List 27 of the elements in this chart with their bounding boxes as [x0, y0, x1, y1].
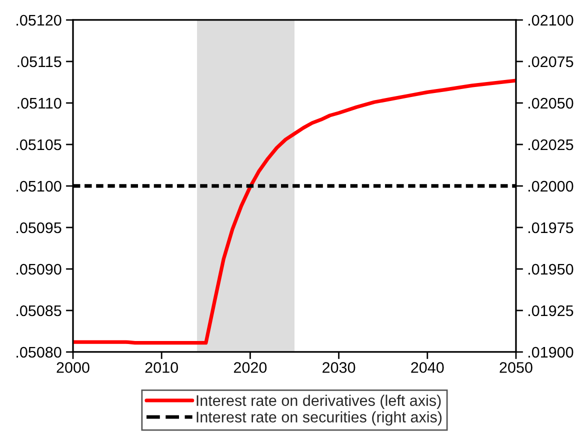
y-tick-label: .05085: [16, 305, 62, 316]
y-tick-label: .05080: [16, 346, 62, 358]
y2-tick-label: .01925: [528, 305, 574, 316]
x-tick-label: 2020: [234, 362, 267, 373]
y-tick-label: .05100: [16, 180, 62, 192]
x-tick-label: 2010: [145, 362, 178, 373]
y2-tick-label: .02025: [528, 139, 574, 150]
y-tick-label: .05095: [16, 222, 62, 234]
x-tick-label: 2000: [56, 362, 90, 373]
y2-tick-label: .02075: [528, 56, 574, 68]
legend-label: Interest rate on derivatives (left axis): [196, 394, 441, 409]
y2-tick-label: .02050: [528, 98, 574, 109]
y2-tick-label: .01975: [528, 222, 574, 234]
y-tick-label: .05120: [16, 14, 62, 26]
legend-label: Interest rate on securities (right axis): [196, 411, 442, 426]
x-tick-label: 2030: [322, 362, 356, 373]
y-tick-label: .05090: [16, 264, 62, 275]
x-tick-label: 2040: [411, 362, 444, 373]
y-tick-label: .05115: [18, 56, 62, 68]
y2-tick-label: .02100: [528, 14, 574, 26]
y-tick-label: .05105: [16, 139, 62, 150]
y-tick-label: .05110: [18, 98, 62, 109]
y2-tick-label: .02000: [528, 180, 574, 192]
x-tick-label: 2050: [500, 362, 532, 373]
y2-tick-label: .01950: [528, 264, 574, 275]
line-series: [73, 78, 516, 345]
y2-tick-label: .01900: [528, 346, 574, 358]
